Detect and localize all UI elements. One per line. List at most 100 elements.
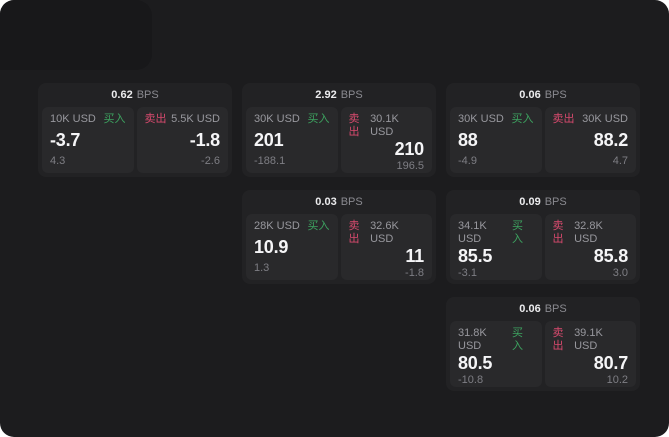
sell-panel-top: 卖出 5.5K USD — [145, 113, 221, 126]
buy-delta: 4.3 — [50, 155, 66, 167]
buy-label: 买入 — [307, 220, 330, 232]
card-header: 0.62 BPS — [42, 83, 228, 107]
quote-card: 0.06 BPS 30K USD 买入 88 -4.9 卖出 30K USD 8… — [446, 83, 640, 177]
buy-delta: -188.1 — [254, 155, 286, 167]
quote-card: 0.09 BPS 34.1K USD 买入 85.5 -3.1 卖出 32.8K… — [446, 190, 640, 284]
buy-panel-top: 10K USD 买入 — [50, 113, 126, 126]
sell-price: -1.8 — [189, 130, 220, 150]
buy-amount: 10K USD — [50, 113, 96, 125]
quote-panels: 30K USD 买入 88 -4.9 卖出 30K USD 88.2 4.7 — [450, 107, 636, 173]
sell-delta: 10.2 — [606, 374, 628, 386]
buy-price: 201 — [254, 130, 284, 150]
bps-unit: BPS — [544, 89, 567, 101]
card-header: 0.03 BPS — [246, 190, 432, 214]
buy-label: 买入 — [103, 113, 126, 125]
sell-amount: 30.1K USD — [370, 113, 399, 138]
sell-delta: 3.0 — [612, 267, 628, 279]
sell-panel[interactable]: 卖出 30.1K USD 210 196.5 — [340, 107, 432, 173]
bps-value: 0.06 — [519, 303, 541, 315]
bps-value: 0.09 — [519, 196, 541, 208]
buy-panel-top: 34.1K USD 买入 — [458, 220, 534, 246]
card-header: 0.06 BPS — [450, 297, 636, 321]
quote-panels: 28K USD 买入 10.9 1.3 卖出 32.6K USD 11 -1.8 — [246, 214, 432, 280]
sell-delta: -1.8 — [405, 267, 424, 279]
sell-price: 11 — [405, 246, 424, 266]
buy-price: 85.5 — [458, 246, 493, 266]
buy-panel[interactable]: 10K USD 买入 -3.7 4.3 — [42, 107, 134, 173]
buy-panel-top: 28K USD 买入 — [254, 220, 330, 233]
sell-amount: 32.8K USD — [574, 220, 603, 245]
bps-unit: BPS — [340, 89, 363, 101]
sell-amount: 32.6K USD — [370, 220, 399, 245]
buy-panel-top: 31.8K USD 买入 — [458, 327, 534, 353]
sell-label: 卖出 — [552, 327, 564, 352]
buy-amount: 28K USD — [254, 220, 300, 232]
sell-delta: 196.5 — [396, 160, 424, 172]
bps-value: 0.03 — [315, 196, 337, 208]
buy-price: -3.7 — [50, 130, 81, 150]
sell-label: 卖出 — [348, 113, 360, 138]
buy-panel[interactable]: 28K USD 买入 10.9 1.3 — [246, 214, 338, 280]
sell-price: 85.8 — [593, 246, 628, 266]
sell-panel[interactable]: 卖出 5.5K USD -1.8 -2.6 — [136, 107, 228, 173]
buy-price: 80.5 — [458, 353, 493, 373]
sell-panel[interactable]: 卖出 32.6K USD 11 -1.8 — [340, 214, 432, 280]
cards-grid: 0.62 BPS 10K USD 买入 -3.7 4.3 卖出 5.5K USD… — [38, 83, 640, 391]
sell-panel-top: 卖出 32.6K USD — [349, 220, 425, 246]
buy-panel[interactable]: 30K USD 买入 201 -188.1 — [246, 107, 338, 173]
sell-amount: 30K USD — [582, 113, 628, 125]
buy-delta: -4.9 — [458, 155, 477, 167]
buy-amount: 34.1K USD — [458, 220, 487, 245]
sell-panel-top: 卖出 30K USD — [553, 113, 629, 126]
card-header: 0.06 BPS — [450, 83, 636, 107]
sell-amount: 39.1K USD — [574, 327, 603, 352]
buy-panel[interactable]: 31.8K USD 买入 80.5 -10.8 — [450, 321, 542, 387]
sell-label: 卖出 — [348, 220, 360, 245]
buy-label: 买入 — [511, 220, 523, 245]
sell-panel-top: 卖出 30.1K USD — [349, 113, 425, 139]
buy-label: 买入 — [511, 113, 534, 125]
sell-label: 卖出 — [552, 220, 564, 245]
sell-price: 88.2 — [593, 130, 628, 150]
bps-value: 2.92 — [315, 89, 337, 101]
bps-unit: BPS — [544, 303, 567, 315]
buy-amount: 30K USD — [254, 113, 300, 125]
buy-amount: 31.8K USD — [458, 327, 487, 352]
buy-panel-top: 30K USD 买入 — [254, 113, 330, 126]
buy-amount: 30K USD — [458, 113, 504, 125]
sell-label: 卖出 — [144, 113, 167, 125]
quote-panels: 10K USD 买入 -3.7 4.3 卖出 5.5K USD -1.8 -2.… — [42, 107, 228, 173]
quote-panels: 31.8K USD 买入 80.5 -10.8 卖出 39.1K USD 80.… — [450, 321, 636, 387]
sell-panel-top: 卖出 32.8K USD — [553, 220, 629, 246]
sell-delta: -2.6 — [201, 155, 220, 167]
buy-delta: -10.8 — [458, 374, 484, 386]
quote-card: 2.92 BPS 30K USD 买入 201 -188.1 卖出 30.1K … — [242, 83, 436, 177]
quote-card: 0.62 BPS 10K USD 买入 -3.7 4.3 卖出 5.5K USD… — [38, 83, 232, 177]
buy-price: 88 — [458, 130, 478, 150]
quote-panels: 30K USD 买入 201 -188.1 卖出 30.1K USD 210 1… — [246, 107, 432, 173]
bps-unit: BPS — [544, 196, 567, 208]
sell-delta: 4.7 — [612, 155, 628, 167]
sell-panel[interactable]: 卖出 30K USD 88.2 4.7 — [544, 107, 636, 173]
card-header: 2.92 BPS — [246, 83, 432, 107]
buy-panel-top: 30K USD 买入 — [458, 113, 534, 126]
buy-label: 买入 — [307, 113, 330, 125]
sell-panel-top: 卖出 39.1K USD — [553, 327, 629, 353]
buy-panel[interactable]: 34.1K USD 买入 85.5 -3.1 — [450, 214, 542, 280]
corner-shade — [0, 0, 152, 70]
sell-price: 210 — [394, 139, 425, 159]
bps-value: 0.62 — [111, 89, 133, 101]
sell-panel[interactable]: 卖出 39.1K USD 80.7 10.2 — [544, 321, 636, 387]
sell-label: 卖出 — [552, 113, 575, 125]
sell-panel[interactable]: 卖出 32.8K USD 85.8 3.0 — [544, 214, 636, 280]
quote-card: 0.03 BPS 28K USD 买入 10.9 1.3 卖出 32.6K US… — [242, 190, 436, 284]
bps-unit: BPS — [136, 89, 159, 101]
buy-delta: -3.1 — [458, 267, 477, 279]
buy-panel[interactable]: 30K USD 买入 88 -4.9 — [450, 107, 542, 173]
quote-panels: 34.1K USD 买入 85.5 -3.1 卖出 32.8K USD 85.8… — [450, 214, 636, 280]
buy-delta: 1.3 — [254, 262, 270, 274]
quote-card: 0.06 BPS 31.8K USD 买入 80.5 -10.8 卖出 39.1… — [446, 297, 640, 391]
bps-unit: BPS — [340, 196, 363, 208]
card-header: 0.09 BPS — [450, 190, 636, 214]
buy-price: 10.9 — [254, 237, 289, 257]
